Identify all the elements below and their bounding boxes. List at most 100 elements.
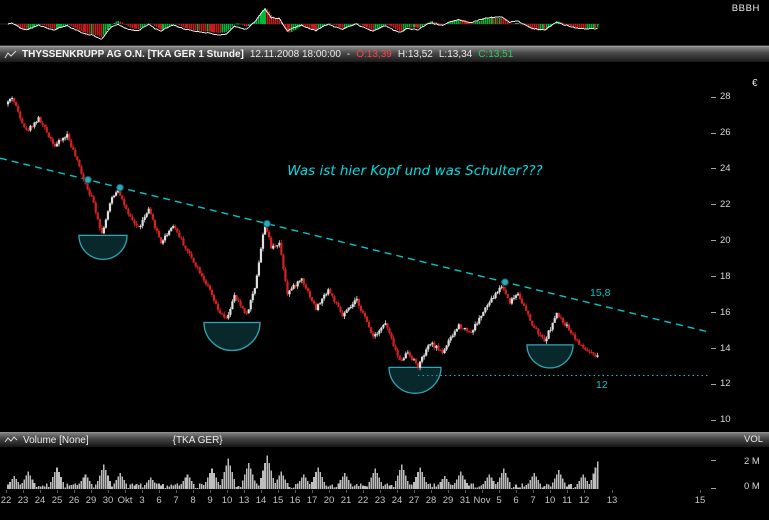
x-axis-label: Okt xyxy=(117,495,133,506)
ohlc-close: C:13,51 xyxy=(478,49,514,60)
x-tick-mark xyxy=(74,490,75,493)
price-tick-mark xyxy=(711,312,716,314)
x-axis-label: 5 xyxy=(496,495,502,506)
price-axis[interactable]: € 28 26 24 22 20 18 16 14 12 10 xyxy=(710,63,769,432)
x-axis-label: 30 xyxy=(102,495,114,506)
x-axis-label: 16 xyxy=(289,495,301,506)
price-tick-mark xyxy=(711,240,716,242)
x-tick-mark xyxy=(23,490,24,493)
x-axis-label: 11 xyxy=(562,495,572,506)
instrument-title: THYSSENKRUPP AG O.N. [TKA GER 1 Stunde] xyxy=(22,49,244,60)
volume-icon xyxy=(4,436,18,443)
x-axis-label: 8 xyxy=(190,495,196,506)
price-tick-label: 18 xyxy=(720,270,731,282)
x-axis-label: 7 xyxy=(173,495,179,506)
x-tick-mark xyxy=(567,490,568,493)
x-tick-mark xyxy=(329,490,330,493)
indicator-label: BBBH xyxy=(731,3,760,14)
x-axis-label: 21 xyxy=(340,495,352,506)
x-axis-label: 7 xyxy=(530,495,536,506)
ohlc-high: H:13,52 xyxy=(397,49,433,60)
volume-panel xyxy=(0,448,769,490)
volume-axis-title: VOL xyxy=(744,434,764,445)
x-tick-mark xyxy=(244,490,245,493)
volume-panel-title: Volume [None] xyxy=(23,434,89,446)
bar-datetime: 12.11.2008 18:00:00 xyxy=(249,49,341,60)
x-tick-mark xyxy=(227,490,228,493)
price-tick-label: 28 xyxy=(720,91,731,103)
x-tick-mark xyxy=(363,490,364,493)
x-tick-mark xyxy=(295,490,296,493)
price-tick-label: 22 xyxy=(720,198,731,210)
x-axis-label: 6 xyxy=(156,495,162,506)
price-tick-mark xyxy=(711,132,716,134)
x-tick-mark xyxy=(550,490,551,493)
x-tick-mark xyxy=(193,490,194,493)
volume-panel-header: Volume [None] {TKA GER} xyxy=(0,432,769,448)
x-tick-mark xyxy=(108,490,109,493)
x-tick-mark xyxy=(448,490,449,493)
svg-text:12: 12 xyxy=(596,379,608,391)
x-tick-mark xyxy=(210,490,211,493)
volume-chart[interactable] xyxy=(0,448,710,490)
time-axis[interactable]: 22 23 24 25 26 29 30 Okt 3 6 7 8 9 10 13 14 15 16 17 20 21 22… xyxy=(0,490,769,520)
price-tick-mark xyxy=(711,348,716,349)
x-tick-mark xyxy=(380,490,381,493)
indicator-panel-bbbh: BBBH xyxy=(0,0,769,46)
indicator-histogram[interactable] xyxy=(0,0,710,46)
currency-label: € xyxy=(752,78,758,89)
price-chart[interactable]: Was ist hier Kopf und was Schulter??? 15,… xyxy=(0,63,710,432)
x-tick-mark xyxy=(125,490,126,493)
price-tick-mark xyxy=(711,168,716,170)
price-tick-label: 24 xyxy=(720,162,731,174)
price-tick-mark xyxy=(711,276,716,278)
price-tick-label: 26 xyxy=(720,127,731,139)
volume-tick-mark xyxy=(711,488,716,489)
x-axis-label: 26 xyxy=(68,495,80,506)
x-axis-label: 10 xyxy=(544,495,556,506)
x-tick-mark xyxy=(431,490,432,493)
price-tick-label: 16 xyxy=(720,306,731,318)
x-tick-mark xyxy=(57,490,58,493)
x-tick-mark xyxy=(261,490,262,493)
x-tick-mark xyxy=(159,490,160,493)
x-axis-label: 29 xyxy=(442,495,454,506)
x-axis-label: 3 xyxy=(139,495,145,506)
volume-tick-mark xyxy=(711,460,716,461)
svg-text:Was ist hier Kopf und was Schu: Was ist hier Kopf und was Schulter??? xyxy=(287,163,542,179)
volume-tick-high: 2 M xyxy=(744,456,760,467)
x-tick-mark xyxy=(91,490,92,493)
x-axis-label: 31 xyxy=(459,495,471,506)
x-tick-mark xyxy=(482,490,483,493)
price-tick-label: 10 xyxy=(720,414,731,426)
x-axis-label: 24 xyxy=(34,495,46,506)
x-axis-label: Nov xyxy=(473,495,491,506)
x-tick-mark xyxy=(142,490,143,493)
price-tick-mark xyxy=(711,204,716,206)
main-chart-panel: Was ist hier Kopf und was Schulter??? 15,… xyxy=(0,63,769,432)
x-axis-label: 12 xyxy=(578,495,590,506)
x-axis-label: 20 xyxy=(323,495,335,506)
x-tick-mark xyxy=(278,490,279,493)
x-tick-mark xyxy=(40,490,41,493)
price-tick-mark xyxy=(711,383,716,385)
volume-tick-low: 0 M xyxy=(744,481,760,492)
x-axis-label: 6 xyxy=(513,495,519,506)
x-axis-label: 23 xyxy=(374,495,386,506)
x-axis-label: 28 xyxy=(425,495,437,506)
x-axis-label: 13 xyxy=(238,495,250,506)
price-tick-mark xyxy=(711,419,716,421)
x-tick-mark xyxy=(397,490,398,493)
x-axis-label: 24 xyxy=(391,495,403,506)
ohlc-open: O:13,39 xyxy=(356,49,392,60)
x-axis-label: 25 xyxy=(51,495,63,506)
x-tick-mark xyxy=(533,490,534,493)
x-axis-label: 22 xyxy=(357,495,369,506)
x-axis-label: 14 xyxy=(255,495,267,506)
x-tick-mark xyxy=(499,490,500,493)
price-tick-label: 12 xyxy=(720,378,731,390)
x-axis-label: 13 xyxy=(606,495,618,506)
x-tick-mark xyxy=(312,490,313,493)
x-tick-mark xyxy=(516,490,517,493)
